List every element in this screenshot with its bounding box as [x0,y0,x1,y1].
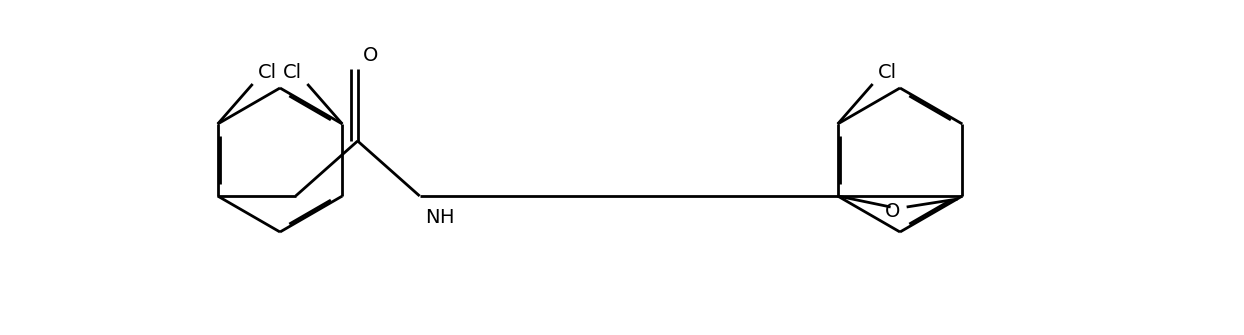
Text: N: N [424,208,439,227]
Text: O: O [884,201,901,220]
Text: Cl: Cl [284,63,302,82]
Text: Cl: Cl [878,63,897,82]
Text: O: O [363,46,378,65]
Text: Cl: Cl [258,63,276,82]
Text: H: H [439,208,453,227]
